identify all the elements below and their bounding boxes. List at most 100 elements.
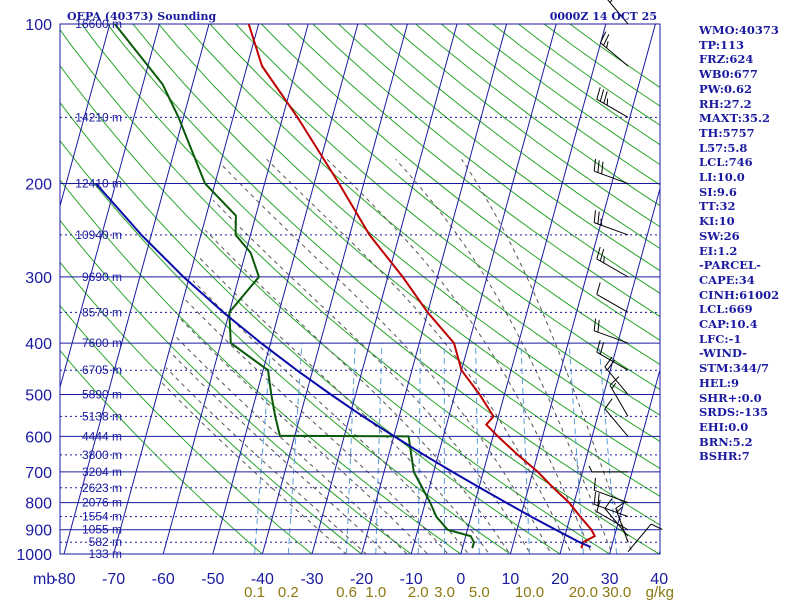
pressure-tick-label: 500 [25,388,52,405]
dry-adiabat [60,28,660,554]
mixing-ratio-line [417,343,421,554]
height-label: 8570 m [82,305,122,319]
height-label: 10940 m [75,228,122,242]
sounding-index: SHR+:0.0 [699,390,762,405]
sounding-index: FRZ:624 [699,52,754,67]
dry-adiabat [209,24,660,391]
temperature-tick-label: -50 [201,571,224,588]
wind-barbs [588,0,663,553]
wind-barb [604,498,629,537]
temperature-tick-label: -30 [300,571,323,588]
sounding-index: WMO:40373 [699,23,779,37]
height-label: 582 m [89,535,122,549]
mixing-ratio-tick-label: 1.0 [365,584,386,600]
chart-grid [59,23,661,555]
isotherm [361,23,508,555]
pressure-tick-label: 100 [25,17,52,34]
sounding-index: RH:27.2 [699,96,752,111]
isotherm [162,23,309,555]
wind-barb [588,465,629,473]
height-label: 2623 m [82,481,122,495]
moist-adiabat [198,256,490,554]
wind-barb [609,376,629,417]
dry-adiabat [60,179,462,554]
pressure-tick-label: 800 [25,496,52,513]
sounding-index: SI:9.6 [699,184,737,199]
mixing-ratio-line [475,343,480,554]
isotherm [460,23,607,555]
isotherm [311,23,458,555]
height-label: 16600 m [75,17,122,31]
pressure-tick-label: 400 [25,336,52,353]
moist-adiabat [461,159,633,554]
wind-barb [596,340,629,371]
sounding-index: CAPE:34 [699,272,755,287]
pressure-tick-label: 700 [25,465,52,482]
height-label: 4444 m [82,429,122,443]
parcel-line [95,182,592,548]
sounding-index: MAXT:35.2 [699,111,770,126]
dry-adiabat [363,24,660,250]
mixing-ratio-line [346,343,356,554]
sounding-index: L57:5.8 [699,140,748,155]
sounding-index: TH:5757 [699,125,755,140]
pressure-tick-label: 1000 [16,547,52,564]
wind-barb [607,0,629,25]
temperature-tick-label: 10 [502,571,520,588]
isotherm [559,188,661,555]
sounding-index: -WIND- [699,346,747,361]
sounding-index: LFC:-1 [699,331,742,346]
mixing-ratio-tick-label: 0.2 [278,584,299,600]
height-label: 14210 m [75,110,122,124]
dry-adiabat [312,24,660,294]
wind-barb [596,246,629,278]
mixing-ratio-tick-label: 20.0 [569,584,598,600]
dry-adiabat [60,261,363,554]
mixing-ratio-line [520,343,530,554]
wind-barb [593,158,629,185]
moist-adiabat [180,318,429,554]
sounding-index: KI:10 [699,214,735,229]
sounding-index: WB0:677 [699,67,758,82]
temperature-tick-label: -40 [251,571,274,588]
mixing-ratio-tick-label: 3.0 [434,584,455,600]
dewpoint-line [114,24,476,549]
sounding-index: BRN:5.2 [699,434,753,449]
height-label: 1055 m [82,523,122,537]
height-label: 3204 m [82,465,122,479]
isotherm [212,23,359,555]
sounding-index: HEL:9 [699,375,739,390]
pressure-tick-label: 200 [25,177,52,194]
sounding-indices-panel: WMO:40373 TP:113 FRZ:624 WB0:677 PW:0.62 RH:2… [699,23,779,464]
temperature-tick-label: -60 [152,571,175,588]
wind-barb [627,523,663,553]
isotherm [509,23,656,555]
dry-adiabat [158,24,660,443]
mixing-ratio-line [375,343,383,554]
sounding-index: LCL:746 [699,155,753,170]
temperature-tick-label: 40 [650,571,668,588]
mixing-ratio-line [287,343,303,554]
isotherm [410,23,557,555]
moist-adiabat [222,165,552,554]
sounding-index: EI:1.2 [699,243,738,258]
mixing-ratio-tick-label: 2.0 [408,584,429,600]
height-label: 9690 m [82,270,122,284]
temperature-tick-label: 0 [456,571,465,588]
wind-barb [593,210,629,236]
sounding-index: CAP:10.4 [699,317,758,332]
temperature-tick-label: -20 [350,571,373,588]
sounding-index: TP:113 [699,37,745,52]
isotherm [59,23,111,207]
moist-adiabat [165,367,367,554]
mixing-ratio-tick-label: 10.0 [515,584,544,600]
wind-barb [593,477,629,504]
height-label: 5138 m [82,409,122,423]
mixing-ratio-tick-label: 5.0 [469,584,490,600]
moist-adiabat [169,351,388,554]
dry-adiabat [60,349,264,554]
dry-adiabat [60,304,313,554]
height-label: 7600 m [82,336,122,350]
wind-barb [593,491,629,518]
